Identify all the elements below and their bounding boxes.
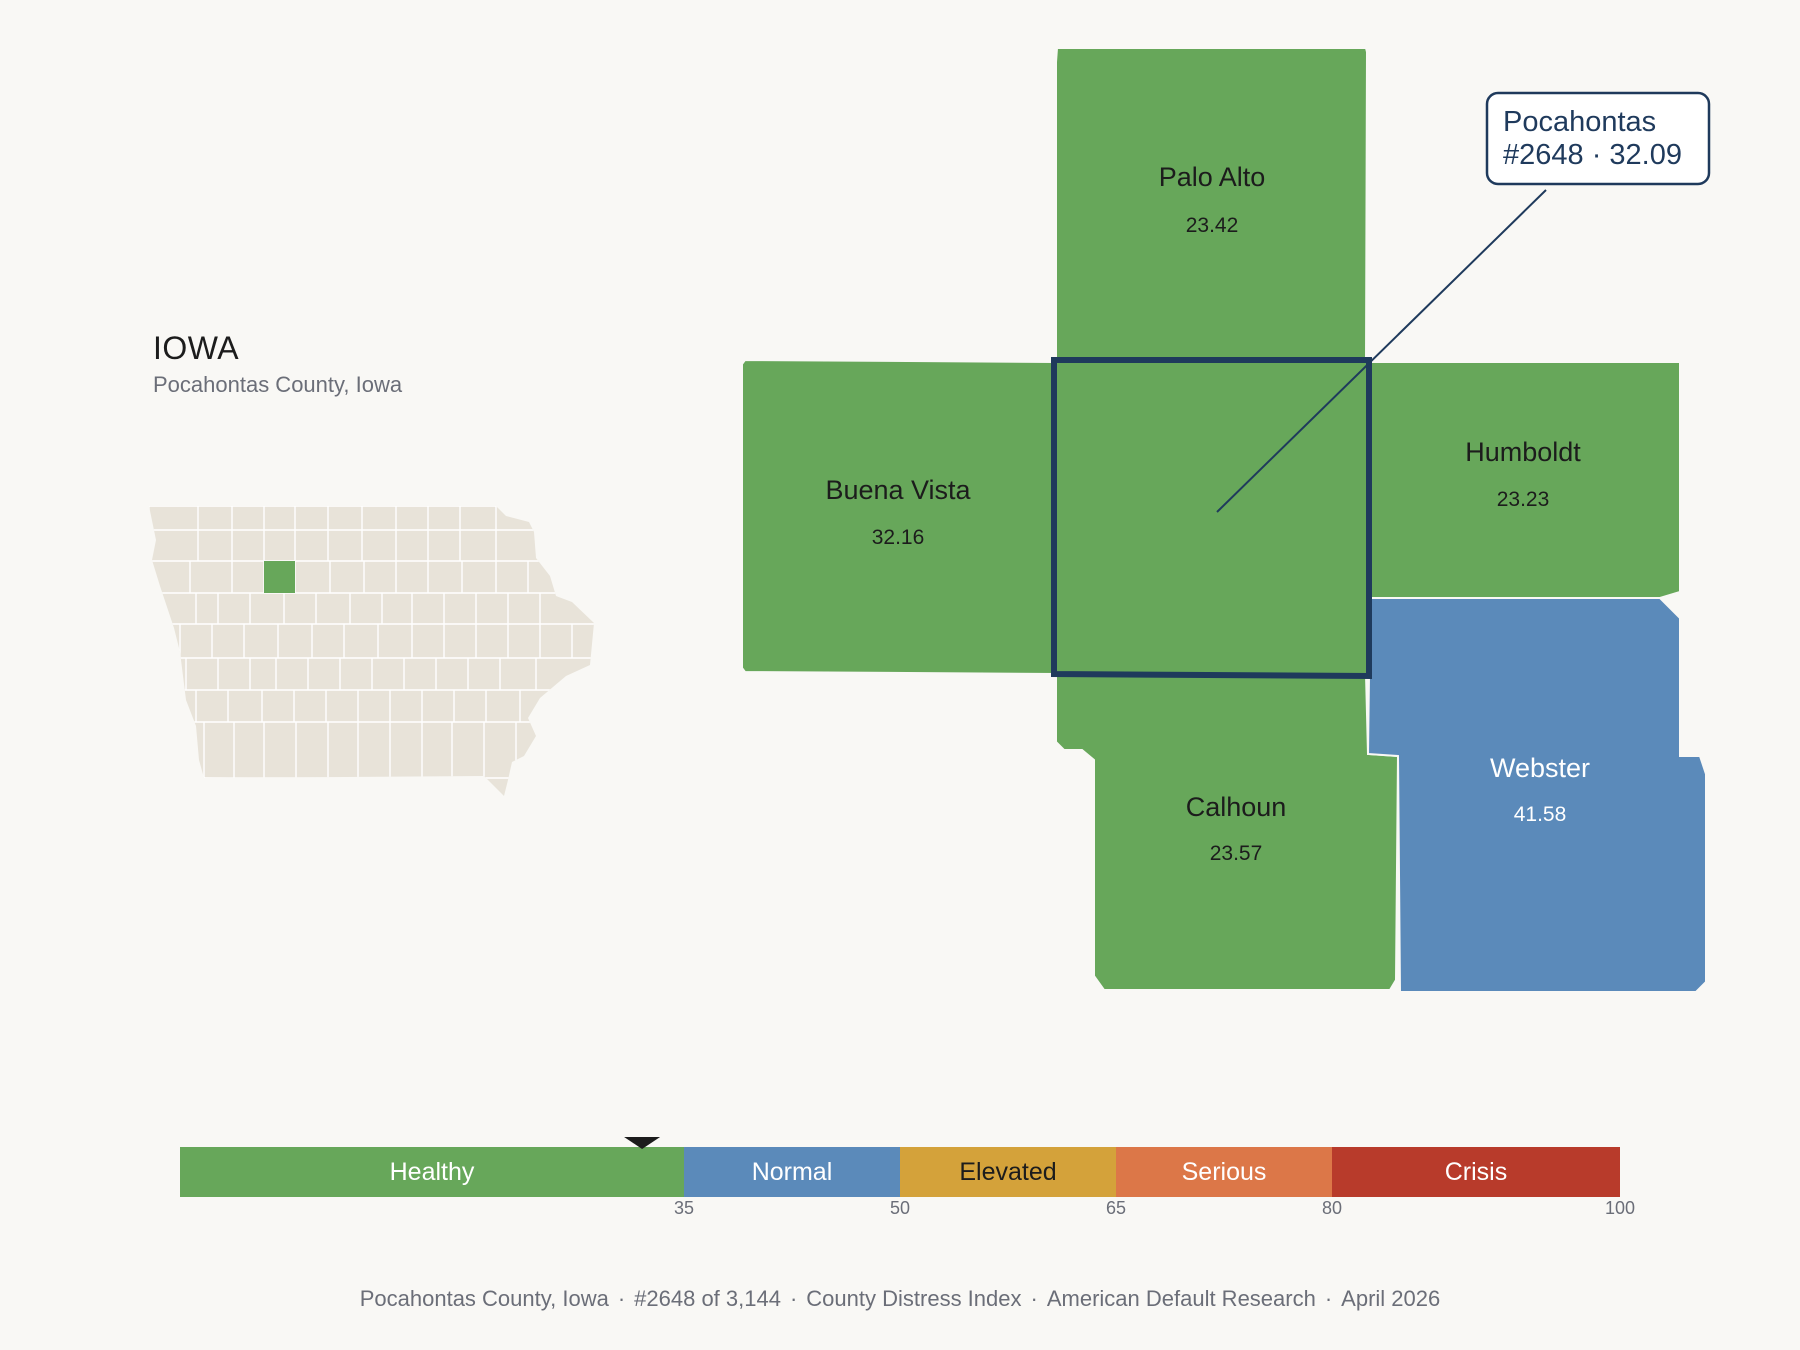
scale-tick-label: 35 [674,1198,694,1218]
scale-band-label: Elevated [959,1158,1056,1186]
county-value-palo-alto: 23.42 [1186,214,1239,237]
callout-county-name: Pocahontas [1503,106,1656,138]
county-value-calhoun: 23.57 [1210,842,1263,865]
inset-pocahontas-highlight [264,561,295,593]
county-label-buena-vista: Buena Vista [825,475,971,505]
county-label-humboldt: Humboldt [1465,437,1581,467]
scale-band-label: Normal [752,1158,833,1186]
scale-band-elevated [900,1147,1116,1197]
footer-rank: #2648 of 3,144 [634,1286,781,1311]
scale-marker-triangle [624,1137,661,1149]
scale-band-healthy [180,1147,684,1197]
scale-band-serious [1116,1147,1332,1197]
iowa-county-grid [149,506,594,779]
footer-county: Pocahontas County, Iowa [359,1286,609,1311]
iowa-inset-map [149,506,594,796]
footer-separator: · [1030,1286,1038,1311]
county-pocahontas[interactable] [1051,357,1372,680]
county-palo-alto[interactable] [1055,47,1369,363]
callout-box [1485,91,1711,186]
state-title: IOWA [153,330,240,366]
scale-band-label: Serious [1182,1158,1267,1186]
callout: Pocahontas #2648 · 32.09 [1216,91,1711,513]
scale-tick-label: 80 [1322,1198,1342,1218]
county-calhoun[interactable] [1055,673,1400,991]
scale-band-crisis [1332,1147,1620,1197]
footer-separator: · [1324,1286,1333,1311]
callout-rank-score: #2648 · 32.09 [1503,139,1682,171]
scale-tick-label: 65 [1106,1198,1126,1218]
scale-band-normal [684,1147,900,1197]
county-value-humboldt: 23.23 [1497,488,1550,511]
footer-date: April 2026 [1341,1286,1441,1311]
scale-tick-label: 50 [890,1198,910,1218]
scale-band-label: Healthy [390,1158,475,1186]
local-county-map: Palo Alto 23.42 Buena Vista 32.16 Humbol… [741,47,1707,993]
county-label-calhoun: Calhoun [1186,792,1287,822]
county-humboldt[interactable] [1367,361,1681,599]
county-label-palo-alto: Palo Alto [1159,162,1266,192]
footer-credits: Pocahontas County, Iowa · #2648 of 3,144 · C… [0,1286,1800,1312]
distress-scale-legend: Healthy Normal Elevated Serious Crisis 35 50 65… [180,1137,1635,1218]
footer-source: American Default Research [1046,1286,1316,1311]
county-label-webster: Webster [1490,753,1590,783]
footer-separator: · [617,1286,626,1311]
scale-tick-label: 100 [1605,1198,1635,1218]
county-value-webster: 41.58 [1514,803,1567,826]
callout-leader-line [1216,189,1547,513]
state-subtitle: Pocahontas County, Iowa [153,372,403,397]
scale-band-label: Crisis [1445,1158,1508,1186]
county-webster[interactable] [1366,597,1707,993]
iowa-state-outline [149,506,594,796]
footer-index: County Distress Index [806,1286,1022,1311]
county-buena-vista[interactable] [741,358,1058,676]
footer-separator: · [789,1286,798,1311]
county-value-buena-vista: 32.16 [872,526,925,549]
